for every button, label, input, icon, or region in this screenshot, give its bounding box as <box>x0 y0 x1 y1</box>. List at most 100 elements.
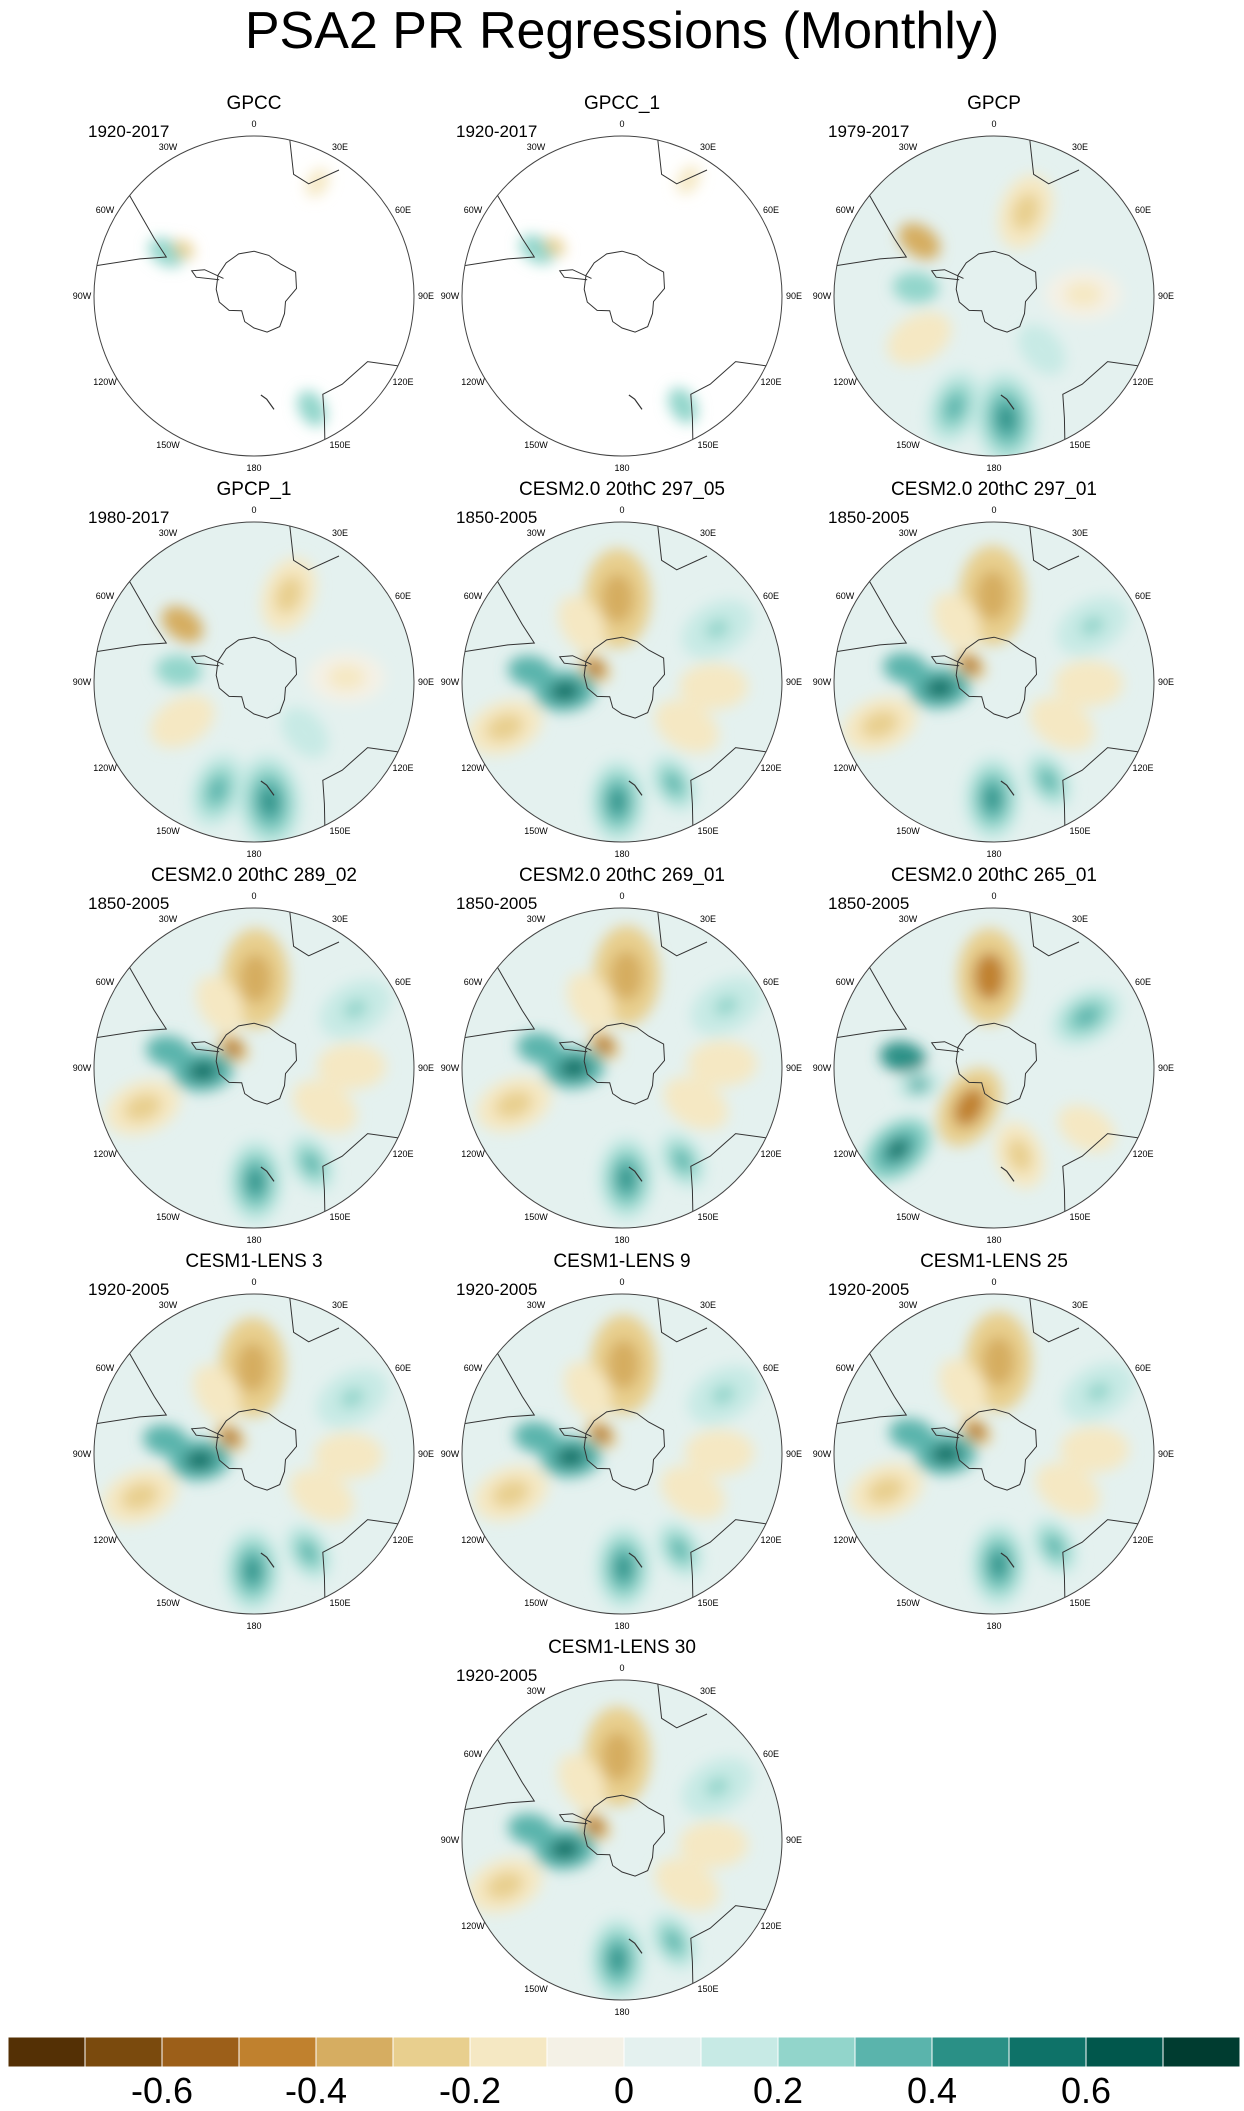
longitude-label: 120E <box>392 377 413 387</box>
africa-coast <box>288 1294 340 1343</box>
south-america-coast <box>462 1731 536 1812</box>
antarctic-peninsula <box>558 1427 592 1439</box>
regression-contour <box>193 1364 240 1422</box>
colorbar-swatch <box>469 2036 548 2068</box>
longitude-label: 180 <box>986 849 1001 859</box>
africa-coast <box>288 908 340 957</box>
longitude-label: 90E <box>1158 1063 1174 1073</box>
regression-contour <box>544 236 566 256</box>
longitude-label: 30W <box>527 914 546 924</box>
longitude-label: 90E <box>418 291 434 301</box>
longitude-label: 180 <box>614 1235 629 1245</box>
regression-contour <box>187 1060 219 1082</box>
africa-coast <box>656 522 708 571</box>
longitude-label: 90W <box>441 1449 460 1459</box>
colorbar-swatch <box>931 2036 1010 2068</box>
regression-contour <box>331 1443 366 1468</box>
colorbar-tick-label: 0.4 <box>906 2070 958 2111</box>
regression-contour <box>1007 1138 1032 1172</box>
longitude-label: 120W <box>461 1921 485 1931</box>
longitude-label: 180 <box>614 1621 629 1631</box>
south-america-coast <box>462 187 536 268</box>
antarctica-coastline <box>215 636 298 719</box>
map-background <box>462 136 782 456</box>
australia-coast <box>690 1519 775 1607</box>
map-panel: CESM1-LENS 3 1920-2005 0 30E 60E 90E 120E 150E 1… <box>68 1250 440 1635</box>
regression-contour <box>513 1421 560 1453</box>
map-panel: CESM2.0 20thC 265_01 1850-2005 0 30E 60E 90E 1… <box>808 864 1180 1249</box>
longitude-label: 150W <box>896 440 920 450</box>
regression-contour <box>340 1388 365 1408</box>
regression-contour <box>590 1821 601 1831</box>
longitude-label: 120W <box>93 377 117 387</box>
longitude-label: 150E <box>697 1598 718 1608</box>
colorbar-swatch <box>84 2036 163 2068</box>
longitude-label: 90E <box>418 1063 434 1073</box>
south-america-coast <box>834 187 908 268</box>
regression-contour <box>225 1432 236 1442</box>
regression-contour <box>297 390 327 427</box>
map-panel: GPCC 1920-2017 0 30E 60E 90E 120E 150E 180 150W 12… <box>68 92 440 477</box>
map-panel: GPCC_1 1920-2017 0 30E 60E 90E 120E 150E 180 150W… <box>436 92 808 477</box>
longitude-label: 90W <box>813 677 832 687</box>
south-america-coast <box>462 573 536 654</box>
antarctica-coastline <box>583 250 666 333</box>
regression-contour <box>610 791 625 813</box>
longitude-label: 60W <box>836 591 855 601</box>
regression-contour <box>670 1871 703 1898</box>
south-america-coast <box>94 573 168 654</box>
map-panel: CESM1-LENS 25 1920-2005 0 30E 60E 90E 120E 150E… <box>808 1250 1180 1635</box>
longitude-label: 150E <box>329 1212 350 1222</box>
longitude-label: 180 <box>614 849 629 859</box>
regression-contour <box>1046 1536 1063 1556</box>
regression-contour <box>610 1949 625 1971</box>
longitude-label: 120W <box>461 377 485 387</box>
south-america-coast <box>834 1345 908 1426</box>
longitude-label: 120E <box>1132 1535 1153 1545</box>
polar-map: 0 30E 60E 90E 120E 150E 180 150W 120W 90W 60W 30W <box>441 1277 802 1631</box>
antarctic-peninsula <box>190 655 224 667</box>
map-border <box>461 135 783 457</box>
longitude-label: 30W <box>159 1300 178 1310</box>
longitude-label: 150W <box>896 1212 920 1222</box>
panel-years: 1850-2005 <box>88 894 170 913</box>
regression-contour <box>142 1424 189 1456</box>
regression-contour <box>665 1931 682 1951</box>
longitude-label: 30E <box>1072 142 1088 152</box>
map-border <box>461 1293 783 1615</box>
regression-contour <box>558 595 605 653</box>
longitude-label: 150W <box>156 826 180 836</box>
africa-coast <box>1028 1294 1080 1343</box>
longitude-label: 60E <box>763 1363 779 1373</box>
regression-contour <box>327 664 366 691</box>
longitude-label: 120E <box>760 1535 781 1545</box>
africa-coast <box>288 136 340 185</box>
antarctic-peninsula <box>930 269 964 281</box>
panel-years: 1920-2005 <box>456 1280 538 1299</box>
longitude-label: 0 <box>251 119 256 129</box>
longitude-label: 150E <box>1069 1212 1090 1222</box>
regression-contour <box>971 1426 982 1436</box>
map-background <box>834 1294 1154 1614</box>
regression-contour <box>998 406 1015 431</box>
colorbar-swatch <box>1085 2036 1164 2068</box>
new-zealand-coast <box>260 394 275 410</box>
longitude-label: 0 <box>619 891 624 901</box>
regression-contour <box>300 1542 317 1562</box>
map-border <box>93 521 415 843</box>
figure-title: PSA2 PR Regressions (Monthly) <box>244 2 1000 60</box>
longitude-label: 90E <box>418 1449 434 1459</box>
longitude-label: 0 <box>619 1663 624 1673</box>
longitude-label: 60W <box>96 205 115 215</box>
regression-contour <box>945 394 964 420</box>
longitude-label: 150W <box>524 826 548 836</box>
australia-coast <box>322 747 407 835</box>
longitude-label: 60E <box>763 1749 779 1759</box>
colorbar-tick-label: -0.6 <box>130 2070 194 2111</box>
longitude-label: 0 <box>619 505 624 515</box>
regression-contour <box>486 1871 524 1900</box>
map-panel: CESM1-LENS 9 1920-2005 0 30E 60E 90E 120E 150E 1… <box>436 1250 808 1635</box>
map-background <box>94 522 414 842</box>
regression-contour <box>1040 770 1057 790</box>
longitude-label: 0 <box>251 505 256 515</box>
